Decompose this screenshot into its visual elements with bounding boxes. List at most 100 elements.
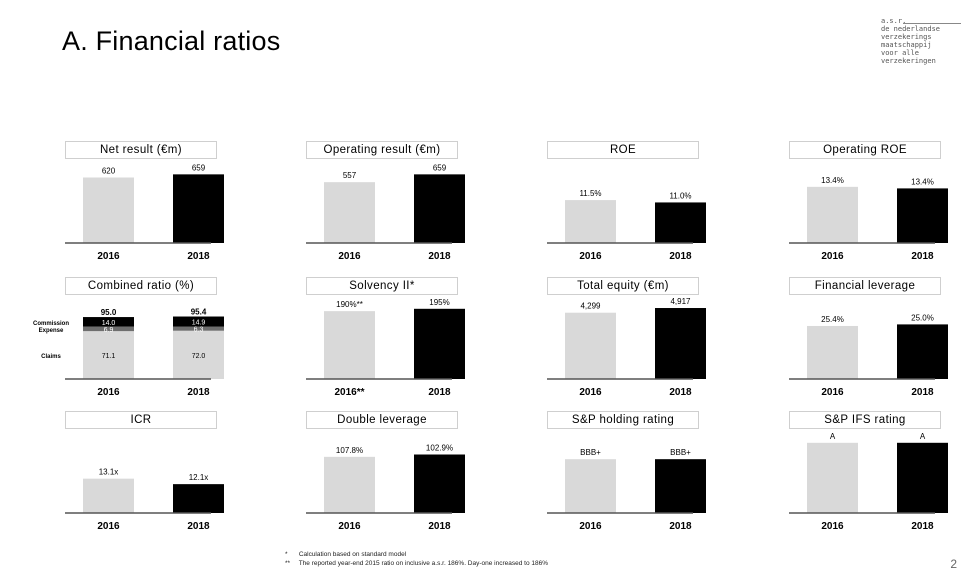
category-label: 2018 <box>428 387 451 398</box>
chart-svg: A 2016 A 2018 <box>789 432 948 532</box>
stack-segment <box>173 330 224 379</box>
category-label: 2016 <box>579 387 602 398</box>
footnotes: * Calculation based on standard model **… <box>285 550 548 568</box>
chart-panel: S&P holding rating BBB+ 2016 BBB+ 2018 <box>547 411 706 533</box>
data-label: 102.9% <box>426 444 453 453</box>
chart-svg: 107.8% 2016 102.9% 2018 <box>306 444 465 532</box>
data-label: 13.4% <box>911 177 934 186</box>
bar <box>655 308 706 379</box>
data-label: A <box>830 432 836 441</box>
bar <box>324 456 375 513</box>
chart-title: S&P holding rating <box>547 411 699 429</box>
bar <box>807 325 858 379</box>
logo-lines: a.s.r. de nederlandse verzekerings maats… <box>881 17 961 65</box>
bar <box>414 308 465 379</box>
bar <box>414 174 465 243</box>
chart-svg: 557 2016 659 2018 <box>306 163 465 262</box>
bar <box>83 177 134 243</box>
category-label: 2016 <box>97 521 120 532</box>
data-label: A <box>920 432 926 441</box>
chart-panel: S&P IFS rating A 2016 A 2018 <box>789 411 948 533</box>
category-label: 2018 <box>187 251 210 262</box>
chart-title: Operating result (€m) <box>306 141 458 159</box>
segment-label: 6.3 <box>194 327 204 334</box>
data-label: 95.0 <box>101 308 117 317</box>
chart-title: Financial leverage <box>789 277 941 295</box>
bar <box>565 312 616 379</box>
bar <box>655 459 706 513</box>
category-label: 2018 <box>911 251 934 262</box>
chart-title: ICR <box>65 411 217 429</box>
footnote-text: Calculation based on standard model <box>298 551 407 558</box>
chart-panel: Combined ratio (%) 71.1 6.9 14.0 95.0 2016 72.… <box>33 277 224 399</box>
chart-svg: 11.5% 2016 11.0% 2018 <box>547 189 706 262</box>
bar <box>414 454 465 513</box>
category-label: 2016 <box>97 251 120 262</box>
data-label: 190%** <box>336 300 363 309</box>
data-label: 11.0% <box>669 191 691 200</box>
chart-panel: Net result (€m) 620 2016 659 2018 <box>65 141 224 263</box>
segment-label: 14.0 <box>102 320 116 327</box>
data-label: 11.5% <box>579 189 601 198</box>
chart-svg: 71.1 6.914.0 95.0 2016 72.0 6.314.9 95.4 2018 Co… <box>33 308 224 398</box>
stack-segment <box>83 331 134 379</box>
logo-line: maatschappij <box>881 41 932 49</box>
category-label: 2018 <box>669 251 692 262</box>
chart-panel: Operating result (€m) 557 2016 659 2018 <box>306 141 465 263</box>
bar <box>897 188 948 243</box>
chart-title: Combined ratio (%) <box>65 277 217 295</box>
chart-title: Total equity (€m) <box>547 277 699 295</box>
data-label: 13.4% <box>821 176 844 185</box>
logo-line: verzekeringen <box>881 57 936 65</box>
logo-rule <box>903 23 961 24</box>
bar <box>565 459 616 513</box>
data-label: 25.0% <box>911 313 934 322</box>
category-label: 2018 <box>428 521 451 532</box>
chart-title: Solvency II* <box>306 277 458 295</box>
chart-title: S&P IFS rating <box>789 411 941 429</box>
chart-svg: 190%** 2016** 195% 2018 <box>306 298 465 398</box>
category-label: 2016 <box>579 521 602 532</box>
bar <box>897 324 948 379</box>
data-label: 557 <box>343 171 357 180</box>
chart-title: Double leverage <box>306 411 458 429</box>
chart-svg: 13.1x 2016 12.1x 2018 <box>65 468 224 532</box>
category-label: 2016 <box>338 251 361 262</box>
bar <box>324 182 375 243</box>
bar <box>565 200 616 243</box>
logo-line: de nederlandse <box>881 25 941 33</box>
data-label: BBB+ <box>670 448 691 457</box>
category-label: 2016 <box>97 387 120 398</box>
category-label: 2016 <box>821 387 844 398</box>
bar <box>897 442 948 513</box>
chart-svg: 620 2016 659 2018 <box>65 163 224 262</box>
logo-line: a.s.r. <box>881 17 907 25</box>
chart-panel: ROE 11.5% 2016 11.0% 2018 <box>547 141 706 263</box>
company-logo: a.s.r. de nederlandse verzekerings maats… <box>881 17 961 79</box>
category-label: 2016 <box>821 521 844 532</box>
category-label: 2016** <box>334 387 364 398</box>
chart-svg: 25.4% 2016 25.0% 2018 <box>789 313 948 398</box>
data-label: 620 <box>102 166 116 175</box>
chart-title: Operating ROE <box>789 141 941 159</box>
segment-label: 6.9 <box>104 327 114 334</box>
segment-name: Commission <box>33 321 69 327</box>
page-number: 2 <box>950 557 957 571</box>
bar <box>173 484 224 513</box>
logo-line: verzekerings <box>881 33 932 41</box>
category-label: 2018 <box>669 521 692 532</box>
chart-panel: ICR 13.1x 2016 12.1x 2018 <box>65 411 224 533</box>
category-label: 2018 <box>428 251 451 262</box>
category-label: 2018 <box>187 521 210 532</box>
category-label: 2018 <box>669 387 692 398</box>
segment-label: 71.1 <box>102 353 116 360</box>
category-label: 2018 <box>911 521 934 532</box>
segment-name: Expense <box>39 328 64 334</box>
chart-panel: Double leverage 107.8% 2016 102.9% 2018 <box>306 411 465 533</box>
slide-title: A. Financial ratios <box>62 26 281 56</box>
segment-name: Claims <box>41 354 61 360</box>
data-label: 659 <box>192 163 206 172</box>
data-label: 13.1x <box>99 468 119 477</box>
footnote-text: The reported year-end 2015 ratio on incl… <box>298 560 549 567</box>
chart-panel: Total equity (€m) 4,299 2016 4,917 2018 <box>547 277 706 399</box>
